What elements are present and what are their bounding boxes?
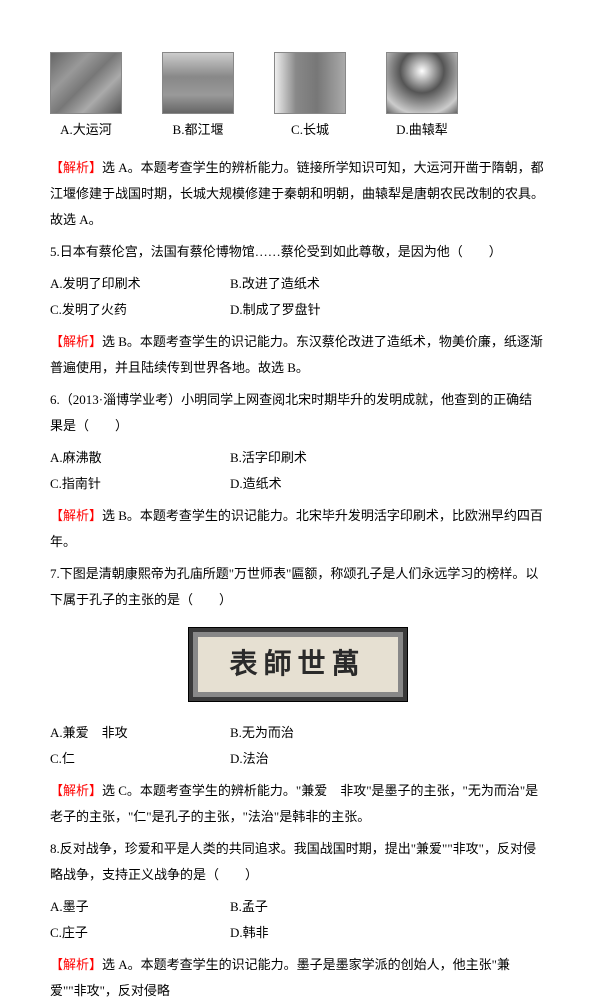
q6-analysis: 【解析】选 B。本题考查学生的识记能力。北宋毕升发明活字印刷术，比欧洲早约四百年… (50, 503, 545, 555)
q6-opt-b: B.活字印刷术 (230, 445, 410, 471)
q7-analysis: 【解析】选 C。本题考查学生的辨析能力。"兼爱 非攻"是墨子的主张，"无为而治"… (50, 778, 545, 830)
q8-opt-b: B.孟子 (230, 894, 410, 920)
q7-opts-row1: A.兼爱 非攻 B.无为而治 (50, 720, 545, 746)
q5-opts-row2: C.发明了火药 D.制成了罗盘针 (50, 297, 545, 323)
q4-image-options: A.大运河 B.都江堰 C.长城 D.曲辕犁 (50, 52, 545, 143)
q5-opt-a: A.发明了印刷术 (50, 271, 230, 297)
analysis-tag: 【解析】 (50, 160, 102, 175)
option-c-label: C.长城 (291, 117, 329, 143)
q4-analysis-text: 选 A。本题考查学生的辨析能力。链接所学知识可知，大运河开凿于隋朝，都江堰修建于… (50, 160, 544, 227)
q8-analysis-text: 选 A。本题考查学生的识记能力。墨子是墨家学派的创始人，他主张"兼爱""非攻"，… (50, 957, 510, 998)
q6-analysis-text: 选 B。本题考查学生的识记能力。北宋毕升发明活字印刷术，比欧洲早约四百年。 (50, 508, 543, 549)
analysis-tag: 【解析】 (50, 783, 102, 798)
q8-opt-c: C.庄子 (50, 920, 230, 946)
q5-opts-row1: A.发明了印刷术 B.改进了造纸术 (50, 271, 545, 297)
analysis-tag: 【解析】 (50, 957, 102, 972)
analysis-tag: 【解析】 (50, 334, 102, 349)
q6-opt-a: A.麻沸散 (50, 445, 230, 471)
option-c-greatwall: C.长城 (274, 52, 346, 143)
q6-opts-row2: C.指南针 D.造纸术 (50, 471, 545, 497)
q4-analysis: 【解析】选 A。本题考查学生的辨析能力。链接所学知识可知，大运河开凿于隋朝，都江… (50, 155, 545, 233)
plaque-inner: 表師世萬 (193, 632, 403, 697)
q7-opt-d: D.法治 (230, 746, 410, 772)
option-a-label: A.大运河 (60, 117, 112, 143)
q6-opt-d: D.造纸术 (230, 471, 410, 497)
q8-opt-a: A.墨子 (50, 894, 230, 920)
plow-image (386, 52, 458, 114)
q8-analysis: 【解析】选 A。本题考查学生的识记能力。墨子是墨家学派的创始人，他主张"兼爱""… (50, 952, 545, 1004)
q7-opt-c: C.仁 (50, 746, 230, 772)
q6-stem: 6.（2013·淄博学业考）小明同学上网查阅北宋时期毕升的发明成就，他查到的正确… (50, 387, 545, 439)
q5-analysis: 【解析】选 B。本题考查学生的识记能力。东汉蔡伦改进了造纸术，物美价廉，纸逐渐普… (50, 329, 545, 381)
option-d-label: D.曲辕犁 (396, 117, 448, 143)
q7-opts-row2: C.仁 D.法治 (50, 746, 545, 772)
q7-opt-a: A.兼爱 非攻 (50, 720, 230, 746)
q8-opt-d: D.韩非 (230, 920, 410, 946)
analysis-tag: 【解析】 (50, 508, 102, 523)
option-d-plow: D.曲辕犁 (386, 52, 458, 143)
option-b-label: B.都江堰 (173, 117, 224, 143)
dujiangyan-image (162, 52, 234, 114)
q5-stem: 5.日本有蔡伦宫，法国有蔡伦博物馆……蔡伦受到如此尊敬，是因为他（ ） (50, 239, 545, 265)
q8-opts-row1: A.墨子 B.孟子 (50, 894, 545, 920)
q8-opts-row2: C.庄子 D.韩非 (50, 920, 545, 946)
q5-opt-c: C.发明了火药 (50, 297, 230, 323)
q5-opt-b: B.改进了造纸术 (230, 271, 410, 297)
canal-image (50, 52, 122, 114)
q5-analysis-text: 选 B。本题考查学生的识记能力。东汉蔡伦改进了造纸术，物美价廉，纸逐渐普遍使用，… (50, 334, 543, 375)
q6-opts-row1: A.麻沸散 B.活字印刷术 (50, 445, 545, 471)
greatwall-image (274, 52, 346, 114)
q5-opt-d: D.制成了罗盘针 (230, 297, 410, 323)
q7-opt-b: B.无为而治 (230, 720, 410, 746)
q6-opt-c: C.指南针 (50, 471, 230, 497)
option-b-dujiangyan: B.都江堰 (162, 52, 234, 143)
q8-stem: 8.反对战争，珍爱和平是人类的共同追求。我国战国时期，提出"兼爱""非攻"，反对… (50, 836, 545, 888)
plaque-text: 表師世萬 (229, 637, 365, 693)
option-a-canal: A.大运河 (50, 52, 122, 143)
plaque-container: 表師世萬 (50, 627, 545, 702)
q7-analysis-text: 选 C。本题考查学生的辨析能力。"兼爱 非攻"是墨子的主张，"无为而治"是老子的… (50, 783, 538, 824)
plaque-frame: 表師世萬 (188, 627, 408, 702)
q7-stem: 7.下图是清朝康熙帝为孔庙所题"万世师表"匾额，称颂孔子是人们永远学习的榜样。以… (50, 561, 545, 613)
